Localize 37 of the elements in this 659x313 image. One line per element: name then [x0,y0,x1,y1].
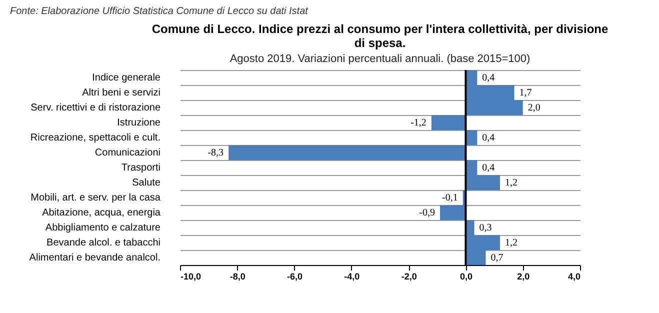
y-tick-label: Istruzione [117,118,161,128]
data-label: 0,4 [482,72,495,84]
x-tick-label: -8,0 [230,272,246,282]
y-tick-label: Comunicazioni [94,148,160,158]
data-label: -8,3 [208,148,224,158]
chart-subtitle: Agosto 2019. Variazioni percentuali annuali. (base 2015=100) [230,53,530,65]
chart-title: Comune di Lecco. Indice prezzi al consumo per l'intera collettività, per divisione di spesa. [152,22,608,50]
data-label: -0,1 [442,192,458,204]
y-tick-label: Salute [132,178,161,188]
y-tick-label: Bevande alcol. e tabacchi [46,238,160,248]
y-tick-label: Abbigliamento e calzature [45,222,161,234]
data-label: -1,2 [410,118,426,128]
x-tick-label: 4,0 [568,272,580,282]
data-label: -0,9 [419,208,435,218]
x-tick-label: -2,0 [401,272,417,282]
x-tick-label: 2,0 [517,272,530,282]
data-label: 2,0 [528,102,540,114]
y-tick-label: Trasporti [121,162,160,174]
x-tick-label: 0,0 [460,272,472,282]
y-tick-label: Mobili, art. e serv. per la casa [30,192,161,204]
y-tick-label: Indice generale [92,72,161,84]
x-tick-label: -4,0 [344,272,360,282]
x-tick-label: -6,0 [287,272,303,282]
data-label: 0,4 [482,132,495,144]
data-label: 0,7 [490,252,504,264]
source-note: Fonte: Elaborazione Ufficio Statistica Comune di Lecco su dati Istat [10,6,310,17]
y-tick-label: Serv. ricettivi e di ristorazione [30,102,161,114]
data-label: 1,2 [505,178,518,188]
data-label: 0,4 [482,162,495,174]
y-tick-label: Ricreazione, spettacoli e cult. [30,132,160,144]
x-tick-label: -10,0 [180,272,202,282]
data-label: 1,7 [519,88,532,98]
y-tick-label: Altri beni e servizi [82,88,160,98]
y-tick-label: Alimentari e bevande analcol. [29,252,160,264]
y-tick-label: Abitazione, acqua, energia [42,208,161,218]
data-label: 0,3 [479,222,492,234]
data-label: 1,2 [505,238,518,248]
